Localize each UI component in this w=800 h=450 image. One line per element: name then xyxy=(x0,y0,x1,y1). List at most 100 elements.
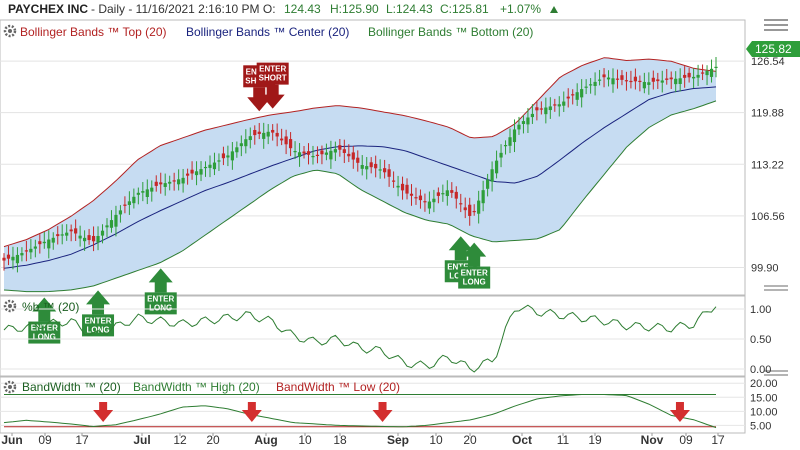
candle-body xyxy=(365,166,369,170)
candle-body xyxy=(557,104,561,107)
candle-body xyxy=(199,169,203,175)
y-tick-label: 20.00 xyxy=(750,378,778,390)
candle-body xyxy=(530,113,535,118)
candle-body xyxy=(356,157,360,163)
candle-body xyxy=(235,147,239,153)
candle-body xyxy=(315,154,320,157)
candle-body xyxy=(306,151,311,155)
candle-body xyxy=(674,78,678,85)
enter-long-arrow xyxy=(462,242,487,267)
candle-body xyxy=(548,106,552,111)
candle-body xyxy=(190,169,194,174)
candle-body xyxy=(692,76,696,79)
gear-icon[interactable] xyxy=(3,299,17,313)
candle-body xyxy=(83,237,87,242)
candle-body xyxy=(284,136,288,145)
gear-icon[interactable] xyxy=(3,24,17,38)
candle-body xyxy=(396,185,400,188)
x-tick-label: 20 xyxy=(206,433,220,447)
candle-body xyxy=(369,162,373,168)
enter-long-arrow xyxy=(148,268,173,293)
bollinger-top-line xyxy=(3,57,717,248)
candle-body xyxy=(584,86,588,88)
candle-body xyxy=(333,149,337,153)
candle-body xyxy=(553,104,557,106)
candle-body xyxy=(445,190,449,197)
candle-body xyxy=(629,80,633,83)
candle-body xyxy=(580,89,584,98)
candle-body xyxy=(499,152,503,158)
legend-pctb: %b ™ (20) xyxy=(22,300,79,314)
candle-body xyxy=(78,235,82,239)
candle-body xyxy=(436,192,440,196)
price-plot: 99.90106.56113.22119.88126.54ENTERLONGEN… xyxy=(0,56,785,344)
candle-body xyxy=(65,232,69,236)
x-tick-label: Nov xyxy=(641,433,664,447)
bandwidth-low-arrow xyxy=(669,402,690,422)
candle-body xyxy=(320,150,324,155)
candle-body xyxy=(665,78,669,80)
candle-body xyxy=(477,200,481,214)
candle-body xyxy=(669,77,673,80)
pane-resize-icon-2[interactable] xyxy=(764,370,788,376)
candle-body xyxy=(266,131,270,137)
last-price-tag: 125.82 xyxy=(746,41,800,57)
candle-body xyxy=(60,234,64,236)
candle-body xyxy=(230,151,234,161)
candle-body xyxy=(624,80,629,82)
menu-icon[interactable] xyxy=(764,19,788,31)
candle-body xyxy=(633,76,637,82)
y-tick-label: 10.00 xyxy=(750,406,778,418)
x-tick-label: 12 xyxy=(173,433,187,447)
candle-body xyxy=(47,239,51,249)
candle-body xyxy=(432,198,436,203)
candle-body xyxy=(2,257,6,261)
candle-body xyxy=(347,153,351,157)
low-value: L:124.43 xyxy=(386,2,433,16)
candle-body xyxy=(535,107,539,111)
candle-body xyxy=(463,207,467,211)
candle-body xyxy=(217,160,221,162)
candle-body xyxy=(280,138,284,141)
candle-body xyxy=(575,92,579,100)
candle-body xyxy=(400,183,405,191)
candle-body xyxy=(589,84,593,86)
x-tick-label: 09 xyxy=(679,433,693,447)
candle-body xyxy=(615,78,620,80)
candle-body xyxy=(539,108,543,110)
candle-body xyxy=(168,181,172,184)
y-tick-label: 0.00 xyxy=(750,364,771,376)
bandwidth-plot: 5.00 10.00 15.00 20.00 xyxy=(0,378,778,432)
y-tick-label: 1.00 xyxy=(750,304,771,316)
y-tick-label: 99.90 xyxy=(751,263,779,275)
candle-body xyxy=(660,80,664,83)
high-value: H:125.90 xyxy=(330,2,379,16)
candle-body xyxy=(154,181,158,186)
last-price-value: 125.82 xyxy=(755,42,792,56)
candle-body xyxy=(387,169,391,177)
candle-body xyxy=(714,66,718,68)
candle-body xyxy=(56,234,60,237)
candle-body xyxy=(459,203,463,205)
candle-body xyxy=(185,173,190,176)
candle-body xyxy=(275,132,279,137)
candle-body xyxy=(338,145,342,150)
candle-body xyxy=(15,254,20,264)
candle-body xyxy=(360,164,364,169)
candle-body xyxy=(302,151,306,154)
x-tick-label: 10 xyxy=(429,433,443,447)
candle-body xyxy=(414,197,418,199)
candle-body xyxy=(517,124,521,130)
band-fill xyxy=(4,57,716,292)
candle-body xyxy=(700,72,705,74)
x-tick-label: 10 xyxy=(298,433,312,447)
x-tick-label: 19 xyxy=(588,433,602,447)
pane-resize-icon-1[interactable] xyxy=(764,285,788,291)
x-tick-label: Oct xyxy=(512,433,532,447)
candle-body xyxy=(481,190,485,204)
candle-body xyxy=(678,78,682,84)
candle-body xyxy=(29,248,33,253)
gear-icon[interactable] xyxy=(3,380,17,394)
candle-body xyxy=(647,82,651,85)
enter-short-badge xyxy=(256,62,289,85)
